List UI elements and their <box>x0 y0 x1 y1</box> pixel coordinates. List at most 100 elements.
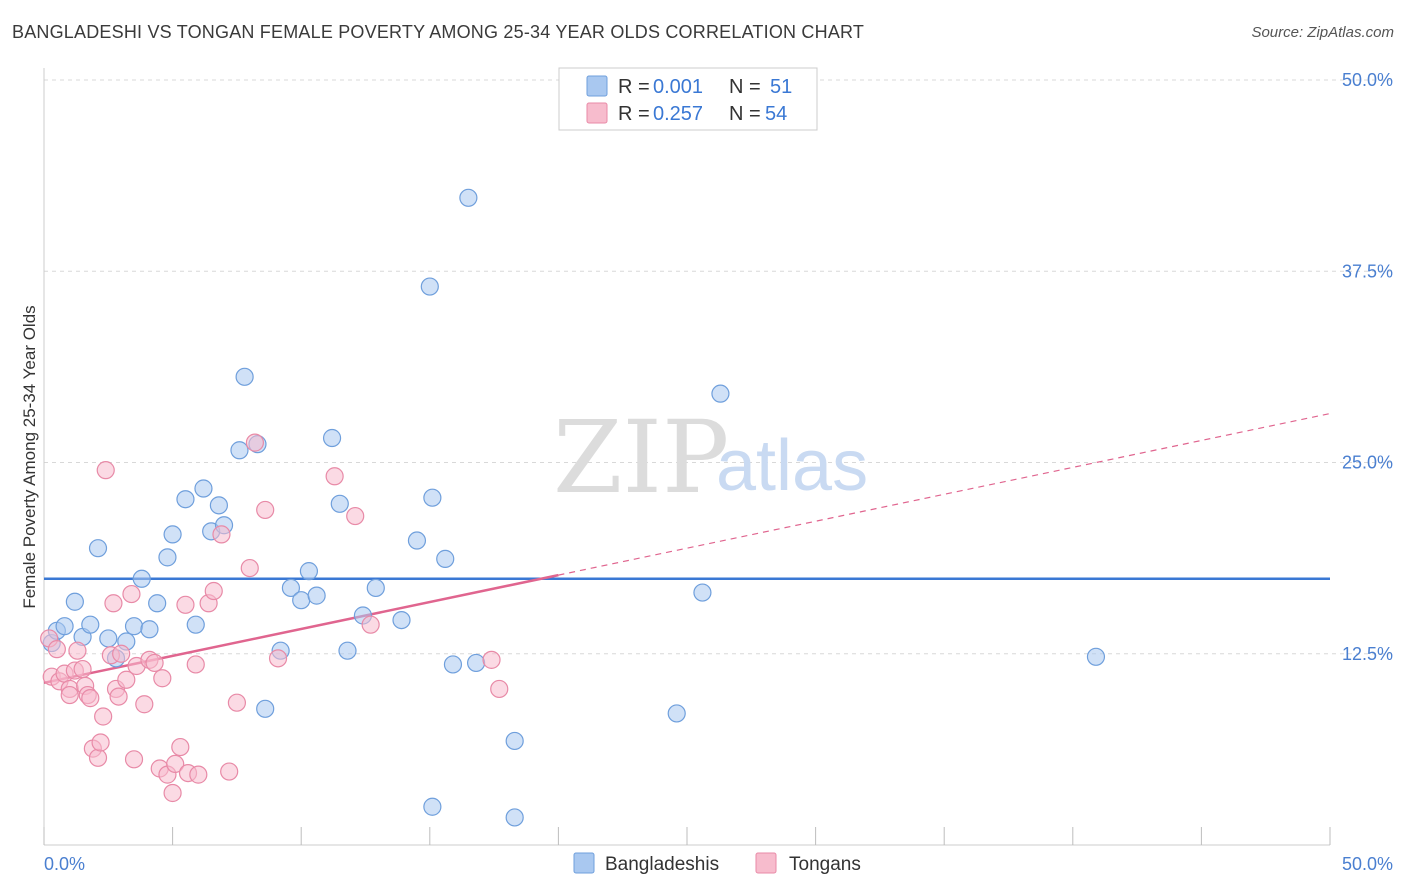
legend-r-label-1: R = <box>618 103 650 125</box>
point-bangladeshis-11 <box>132 569 151 588</box>
point-bangladeshis-48 <box>693 583 712 602</box>
point-bangladeshis-40 <box>420 277 439 296</box>
point-bangladeshis-2 <box>55 617 74 636</box>
point-bangladeshis-43 <box>459 188 478 207</box>
point-tongans-52 <box>482 650 501 669</box>
point-bangladeshis-10 <box>124 617 144 636</box>
point-bangladeshis-6 <box>88 539 108 558</box>
point-bangladeshis-33 <box>338 641 357 660</box>
point-tongans-9 <box>73 659 92 679</box>
point-bangladeshis-7 <box>99 629 118 648</box>
series-legend-swatch-bangladeshis <box>573 852 595 874</box>
point-tongans-15 <box>91 733 110 752</box>
y-tick-label-1: 25.0% <box>1342 453 1393 473</box>
point-tongans-35 <box>171 737 190 757</box>
series-legend: Bangladeshis Tongans <box>573 852 861 875</box>
chart-title: BANGLADESHI VS TONGAN FEMALE POVERTY AMO… <box>12 22 865 42</box>
point-tongans-29 <box>145 653 164 673</box>
point-tongans-33 <box>163 783 182 803</box>
point-bangladeshis-37 <box>407 531 427 550</box>
x-tick-labels: 0.0% 50.0% <box>44 854 1393 874</box>
legend-r-value-0: 0.001 <box>653 76 703 98</box>
legend-r-label-0: R = <box>618 76 650 98</box>
source-label: Source: ZipAtlas.com <box>1251 24 1394 41</box>
point-tongans-46 <box>245 433 265 452</box>
point-bangladeshis-45 <box>505 731 524 751</box>
point-tongans-23 <box>117 670 136 689</box>
point-tongans-38 <box>186 655 205 674</box>
point-tongans-51 <box>361 615 380 634</box>
data-points <box>40 188 1106 827</box>
point-tongans-21 <box>109 687 128 706</box>
point-bangladeshis-29 <box>299 562 319 581</box>
x-tick-label-0: 0.0% <box>44 854 85 874</box>
point-tongans-42 <box>212 525 231 544</box>
legend-r-value-1: 0.257 <box>653 103 703 125</box>
point-bangladeshis-36 <box>392 610 411 630</box>
point-tongans-8 <box>68 641 87 660</box>
legend-n-label-0: N = <box>729 76 761 98</box>
legend: R = 0.001 N = 51 R = 0.257 N = 54 <box>558 67 818 131</box>
y-tick-labels: 12.5% 25.0% 37.5% 50.0% <box>1342 70 1393 664</box>
watermark-zip: ZIP <box>553 399 729 516</box>
point-tongans-47 <box>256 500 275 520</box>
point-tongans-25 <box>124 750 144 769</box>
point-bangladeshis-15 <box>163 525 182 544</box>
point-tongans-16 <box>94 707 113 726</box>
point-tongans-27 <box>135 695 154 714</box>
point-tongans-39 <box>189 765 208 784</box>
point-bangladeshis-44 <box>466 653 486 673</box>
point-tongans-45 <box>240 558 259 578</box>
x-tick-label-1: 50.0% <box>1342 854 1393 874</box>
point-bangladeshis-14 <box>158 548 177 567</box>
y-axis-label: Female Poverty Among 25-34 Year Olds <box>20 305 39 608</box>
point-bangladeshis-17 <box>186 615 205 634</box>
point-bangladeshis-35 <box>366 578 385 598</box>
y-tick-label-3: 50.0% <box>1342 70 1393 90</box>
point-bangladeshis-27 <box>281 578 301 598</box>
point-tongans-12 <box>81 689 100 708</box>
legend-swatch-tongans <box>586 102 608 124</box>
point-tongans-19 <box>104 594 123 613</box>
watermark: ZIP atlas <box>553 399 868 516</box>
point-tongans-43 <box>220 762 239 781</box>
point-tongans-41 <box>204 581 223 601</box>
series-legend-label-tongans: Tongans <box>789 854 861 875</box>
point-bangladeshis-23 <box>235 367 254 386</box>
point-tongans-53 <box>490 679 509 699</box>
point-bangladeshis-16 <box>176 490 195 509</box>
point-bangladeshis-47 <box>667 704 686 723</box>
y-tick-label-0: 12.5% <box>1342 644 1393 664</box>
axes <box>43 68 1331 846</box>
point-bangladeshis-46 <box>505 808 524 827</box>
point-bangladeshis-28 <box>292 591 311 610</box>
point-bangladeshis-31 <box>322 428 342 448</box>
point-bangladeshis-39 <box>436 549 455 568</box>
series-legend-swatch-tongans <box>755 852 777 874</box>
point-tongans-34 <box>166 754 185 774</box>
point-bangladeshis-3 <box>65 592 84 611</box>
point-bangladeshis-50 <box>1086 647 1106 666</box>
point-bangladeshis-5 <box>81 615 100 634</box>
point-tongans-17 <box>96 461 115 480</box>
point-tongans-2 <box>47 640 66 659</box>
y-tick-label-2: 37.5% <box>1342 261 1393 281</box>
point-bangladeshis-32 <box>330 494 349 513</box>
point-tongans-48 <box>268 649 288 668</box>
point-tongans-22 <box>112 644 131 663</box>
point-bangladeshis-49 <box>711 384 730 403</box>
point-tongans-36 <box>176 595 195 614</box>
point-bangladeshis-20 <box>209 496 228 515</box>
point-bangladeshis-38 <box>423 797 442 816</box>
legend-swatch-bangladeshis <box>586 75 608 97</box>
watermark-atlas: atlas <box>716 426 868 506</box>
point-tongans-49 <box>325 467 344 486</box>
legend-n-label-1: N = <box>729 103 761 125</box>
point-tongans-44 <box>227 693 246 712</box>
point-bangladeshis-30 <box>307 586 326 605</box>
series-legend-label-bangladeshis: Bangladeshis <box>605 854 719 875</box>
point-bangladeshis-12 <box>140 620 159 639</box>
point-bangladeshis-13 <box>148 594 167 613</box>
point-bangladeshis-25 <box>256 699 275 718</box>
legend-n-value-1: 54 <box>765 103 787 125</box>
